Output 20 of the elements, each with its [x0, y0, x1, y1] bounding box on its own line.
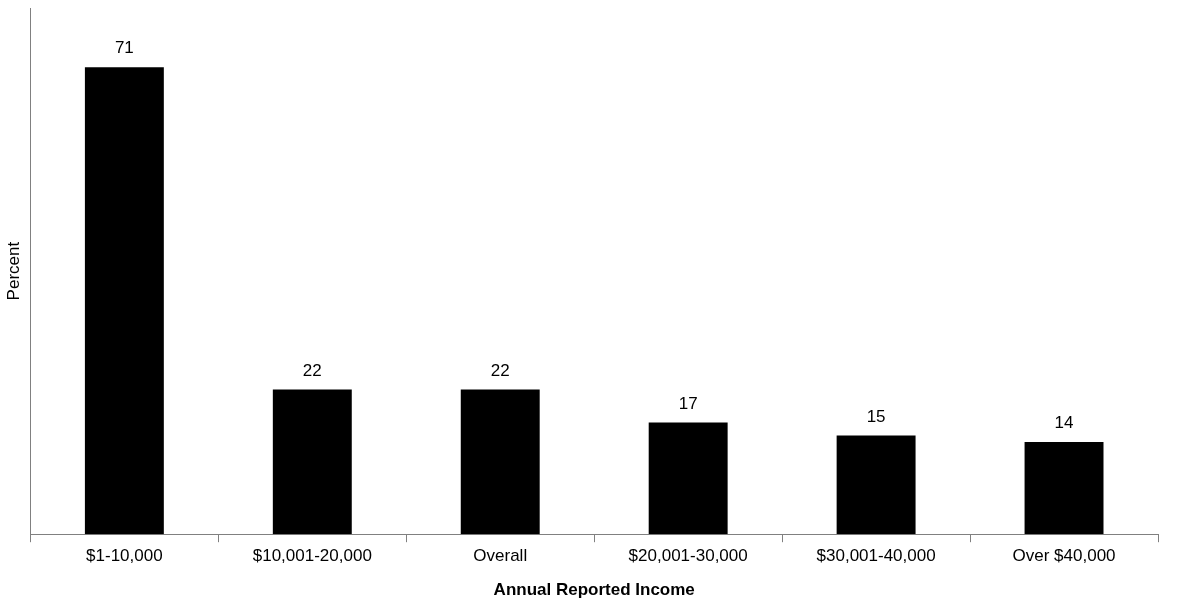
- x-tick-label: $1-10,000: [86, 546, 163, 566]
- y-axis-title: Percent: [3, 241, 23, 301]
- data-label: 15: [866, 406, 886, 426]
- x-tick-label: $30,001-40,000: [816, 546, 936, 566]
- x-axis-title: Annual Reported Income: [493, 580, 695, 600]
- bar: [1024, 442, 1104, 535]
- bar: [272, 389, 352, 535]
- x-tick-label: $20,001-30,000: [628, 546, 748, 566]
- bar: [460, 389, 540, 535]
- bar: [648, 422, 728, 535]
- x-tick-label: $10,001-20,000: [252, 546, 372, 566]
- x-tick-label: Overall: [473, 546, 528, 566]
- data-label: 71: [114, 38, 134, 58]
- data-label: 22: [302, 360, 322, 380]
- bar: [836, 435, 916, 535]
- bar: [84, 67, 164, 535]
- x-tick-label: Over $40,000: [1012, 546, 1116, 566]
- data-label: 17: [678, 393, 698, 413]
- data-label: 14: [1054, 413, 1074, 433]
- data-label: 22: [490, 360, 510, 380]
